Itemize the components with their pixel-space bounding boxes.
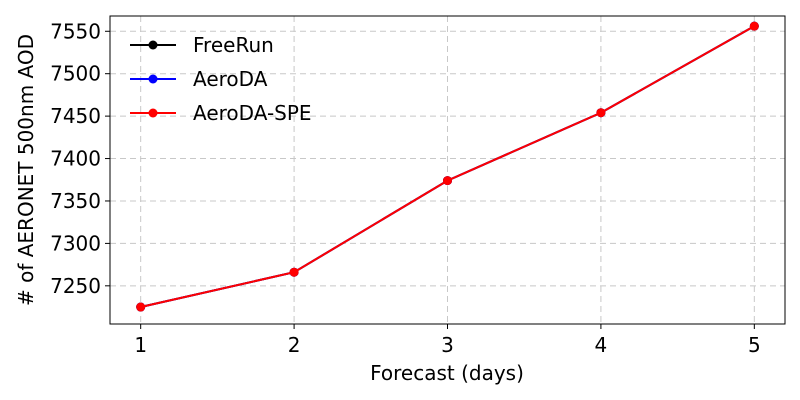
data-point	[749, 21, 759, 31]
grid	[110, 16, 785, 324]
legend-label: AeroDA	[193, 67, 268, 91]
y-tick-label: 7400	[50, 147, 101, 171]
legend-entry: AeroDA-SPE	[130, 101, 312, 125]
x-tick-label: 4	[595, 333, 608, 357]
x-tick-label: 5	[748, 333, 761, 357]
data-point	[289, 267, 299, 277]
series-layer	[136, 21, 759, 312]
y-axis-label: # of AERONET 500nm AOD	[14, 34, 38, 306]
y-tick-label: 7300	[50, 231, 101, 255]
data-point	[443, 176, 452, 186]
data-point	[136, 302, 146, 312]
y-tick-label: 7250	[50, 274, 101, 298]
legend-label: AeroDA-SPE	[193, 101, 312, 125]
legend-swatch-marker	[148, 74, 158, 84]
ticks: 1 2 3 4 5 7250 7300 7350 7400 7450 7500 7550	[50, 19, 761, 357]
y-tick-label: 7350	[50, 189, 101, 213]
y-tick-label: 7450	[50, 104, 101, 128]
legend-label: FreeRun	[193, 33, 274, 57]
y-tick-label: 7500	[50, 62, 101, 86]
legend-entry: FreeRun	[130, 33, 274, 57]
data-point	[596, 108, 606, 118]
legend: FreeRun AeroDA AeroDA-SPE	[130, 33, 312, 125]
legend-swatch-marker	[148, 40, 158, 50]
x-tick-label: 1	[134, 333, 147, 357]
x-tick-label: 2	[288, 333, 301, 357]
x-axis-label: Forecast (days)	[370, 361, 524, 385]
x-tick-label: 3	[441, 333, 454, 357]
legend-swatch-marker	[148, 108, 158, 118]
series-aeroda-spe	[136, 21, 759, 312]
y-tick-label: 7550	[50, 19, 101, 43]
legend-entry: AeroDA	[130, 67, 268, 91]
